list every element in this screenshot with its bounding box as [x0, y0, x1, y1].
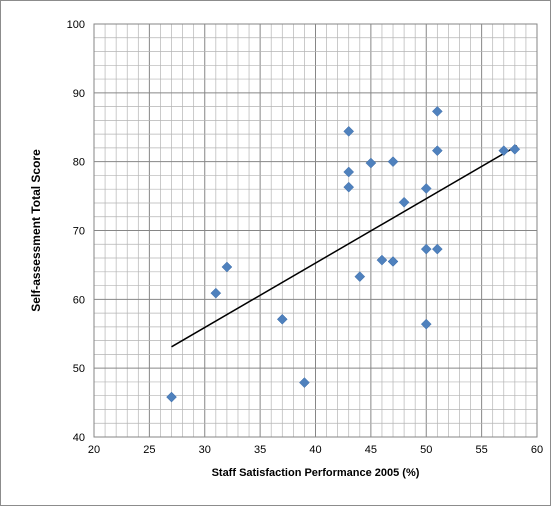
- data-point-marker: [431, 243, 443, 255]
- y-tick-label: 100: [67, 19, 85, 31]
- y-axis-title: Self-assessment Total Score: [29, 149, 43, 312]
- data-point-marker: [343, 126, 355, 137]
- y-tick-label: 60: [73, 294, 85, 306]
- data-point-marker: [498, 145, 510, 157]
- data-point-marker: [376, 254, 388, 266]
- x-tick-label: 35: [254, 444, 266, 456]
- y-tick-label: 70: [73, 226, 85, 238]
- x-tick-label: 20: [88, 444, 100, 456]
- data-point-marker: [431, 106, 443, 117]
- data-point-marker: [509, 143, 521, 155]
- y-tick-label: 80: [73, 157, 85, 169]
- data-point-marker: [343, 166, 355, 178]
- data-point-marker: [166, 391, 177, 403]
- trendline: [171, 145, 518, 348]
- data-point-marker: [365, 157, 377, 169]
- x-tick-label: 40: [309, 444, 321, 456]
- x-tick-label: 50: [420, 444, 432, 456]
- data-point-marker: [221, 261, 233, 273]
- data-points: [166, 106, 521, 403]
- x-tick-label: 45: [365, 444, 377, 456]
- y-tick-label: 50: [73, 363, 85, 375]
- x-tick-label: 60: [531, 444, 543, 456]
- data-point-marker: [420, 243, 432, 255]
- data-point-marker: [398, 196, 410, 208]
- x-tick-label: 25: [143, 444, 155, 456]
- y-tick-label: 40: [73, 432, 85, 444]
- x-axis-title: Staff Satisfaction Performance 2005 (%): [212, 467, 420, 479]
- y-tick-label: 90: [73, 88, 85, 100]
- data-point-marker: [420, 318, 432, 330]
- data-point-marker: [387, 256, 399, 267]
- plot-area-border: [93, 23, 538, 438]
- grid: [94, 24, 537, 437]
- data-point-marker: [210, 287, 222, 299]
- data-point-marker: [354, 271, 366, 282]
- x-tick-label: 30: [199, 444, 211, 456]
- data-point-marker: [343, 181, 355, 193]
- data-point-marker: [431, 145, 443, 157]
- data-point-marker: [299, 377, 310, 388]
- x-tick-label: 55: [476, 444, 488, 456]
- data-point-marker: [420, 183, 432, 194]
- tick-labels: 20 25 30 35 40 45 50 55 60 40 50 60 70 80 90 100: [67, 19, 543, 456]
- data-point-marker: [276, 313, 288, 325]
- data-point-marker: [387, 156, 399, 168]
